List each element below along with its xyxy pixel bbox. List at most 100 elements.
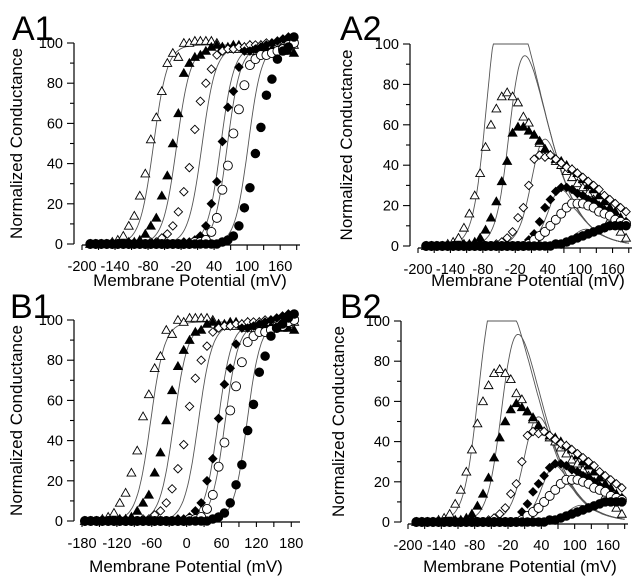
- fit-curve: [184, 323, 297, 521]
- panel-label: A2: [340, 10, 382, 48]
- data-point-circle: [225, 405, 236, 416]
- y-tick-label: 40: [47, 157, 63, 173]
- y-axis-title: Normalized Conductance: [329, 326, 348, 517]
- data-point-diamond: [161, 498, 172, 508]
- data-point-diamond: [594, 184, 604, 195]
- data-point-circle: [617, 497, 627, 507]
- data-point-diamond: [534, 216, 545, 227]
- y-axis-title: Normalized Conductance: [7, 48, 26, 239]
- data-point-triangle: [507, 91, 518, 101]
- data-point-triangle: [512, 97, 524, 107]
- data-point-circle: [213, 461, 224, 472]
- series-open-diamond: [85, 36, 299, 249]
- x-tick-label: -20: [505, 262, 526, 278]
- data-point-diamond: [550, 154, 561, 164]
- data-point-triangle: [137, 411, 149, 421]
- y-tick-label: 60: [47, 393, 63, 409]
- data-point-circle: [256, 122, 266, 133]
- x-tick-label: -140: [427, 538, 456, 554]
- data-point-triangle: [494, 432, 505, 442]
- data-point-diamond: [540, 202, 550, 213]
- data-point-triangle: [114, 497, 125, 507]
- data-point-triangle: [450, 498, 461, 508]
- data-point-circle: [202, 503, 212, 514]
- data-point-triangle: [118, 230, 129, 240]
- data-point-triangle: [511, 388, 522, 398]
- data-point-circle: [207, 489, 218, 500]
- data-point-triangle: [494, 363, 505, 373]
- data-point-triangle: [611, 502, 622, 512]
- data-point-diamond: [572, 448, 583, 459]
- data-point-circle: [222, 160, 233, 171]
- series-filled-circle: [80, 309, 299, 526]
- data-point-circle: [277, 319, 288, 329]
- data-point-circle: [544, 490, 555, 501]
- data-point-diamond: [522, 499, 533, 509]
- series-open-diamond: [80, 313, 300, 526]
- data-point-diamond: [528, 487, 538, 497]
- data-point-triangle: [466, 508, 478, 518]
- data-point-diamond: [523, 180, 534, 191]
- data-point-triangle: [455, 484, 466, 494]
- data-point-diamond: [190, 124, 200, 135]
- data-point-triangle: [474, 167, 486, 178]
- y-tick-label: 40: [374, 435, 390, 451]
- x-tick-label: -80: [138, 259, 159, 275]
- y-tick-label: 20: [383, 199, 399, 215]
- x-tick-label: 100: [563, 538, 587, 554]
- data-point-diamond: [529, 154, 540, 164]
- data-point-diamond: [202, 341, 212, 351]
- data-point-triangle: [132, 505, 143, 515]
- data-point-diamond: [201, 78, 211, 89]
- data-point-triangle: [173, 108, 184, 118]
- data-point-triangle: [172, 314, 184, 324]
- data-point-triangle: [167, 138, 179, 148]
- data-point-diamond: [544, 430, 555, 441]
- data-point-triangle: [289, 324, 300, 334]
- data-point-triangle: [453, 232, 464, 242]
- data-point-triangle: [178, 67, 190, 77]
- x-tick-label: 160: [600, 262, 624, 278]
- data-point-circle: [248, 399, 259, 410]
- data-point-diamond: [228, 86, 239, 97]
- data-point-triangle: [166, 328, 178, 338]
- data-point-diamond: [517, 456, 527, 467]
- data-point-triangle: [444, 508, 455, 518]
- data-point-triangle: [620, 232, 632, 242]
- data-point-diamond: [544, 462, 555, 473]
- data-point-circle: [228, 231, 239, 241]
- y-tick-label: 80: [47, 76, 63, 92]
- x-tick-label: 160: [596, 538, 620, 554]
- data-point-diamond: [225, 363, 236, 374]
- data-point-diamond: [219, 379, 230, 390]
- fit-curve: [187, 46, 297, 244]
- data-point-triangle: [518, 111, 529, 121]
- data-point-circle: [239, 80, 250, 91]
- x-tick-label: -200: [403, 262, 432, 278]
- data-point-triangle: [162, 170, 173, 180]
- data-point-diamond: [213, 413, 224, 424]
- data-point-triangle: [166, 385, 178, 395]
- data-point-diamond: [561, 440, 572, 451]
- data-point-triangle: [143, 489, 155, 499]
- data-point-diamond: [184, 401, 195, 412]
- x-tick-label: -80: [464, 538, 485, 554]
- data-point-diamond: [196, 498, 207, 508]
- panel-b1: B1 0 20 40 60 80 100 -180 -120 -60 0 60 120 180 Membra…: [7, 288, 303, 576]
- data-point-diamond: [533, 478, 544, 489]
- data-point-triangle: [615, 226, 626, 236]
- y-tick-label: 0: [55, 514, 63, 530]
- y-tick-label: 80: [383, 77, 399, 93]
- x-tick-label: 100: [568, 262, 592, 278]
- data-point-diamond: [567, 184, 577, 195]
- data-point-diamond: [567, 444, 577, 455]
- data-point-diamond: [583, 176, 594, 187]
- data-point-triangle: [501, 155, 513, 165]
- y-tick-label: 0: [391, 239, 399, 255]
- data-point-diamond: [578, 452, 588, 463]
- data-point-triangle: [178, 344, 189, 354]
- data-point-diamond: [522, 430, 533, 441]
- data-point-circle: [211, 212, 222, 223]
- data-point-triangle: [132, 445, 143, 455]
